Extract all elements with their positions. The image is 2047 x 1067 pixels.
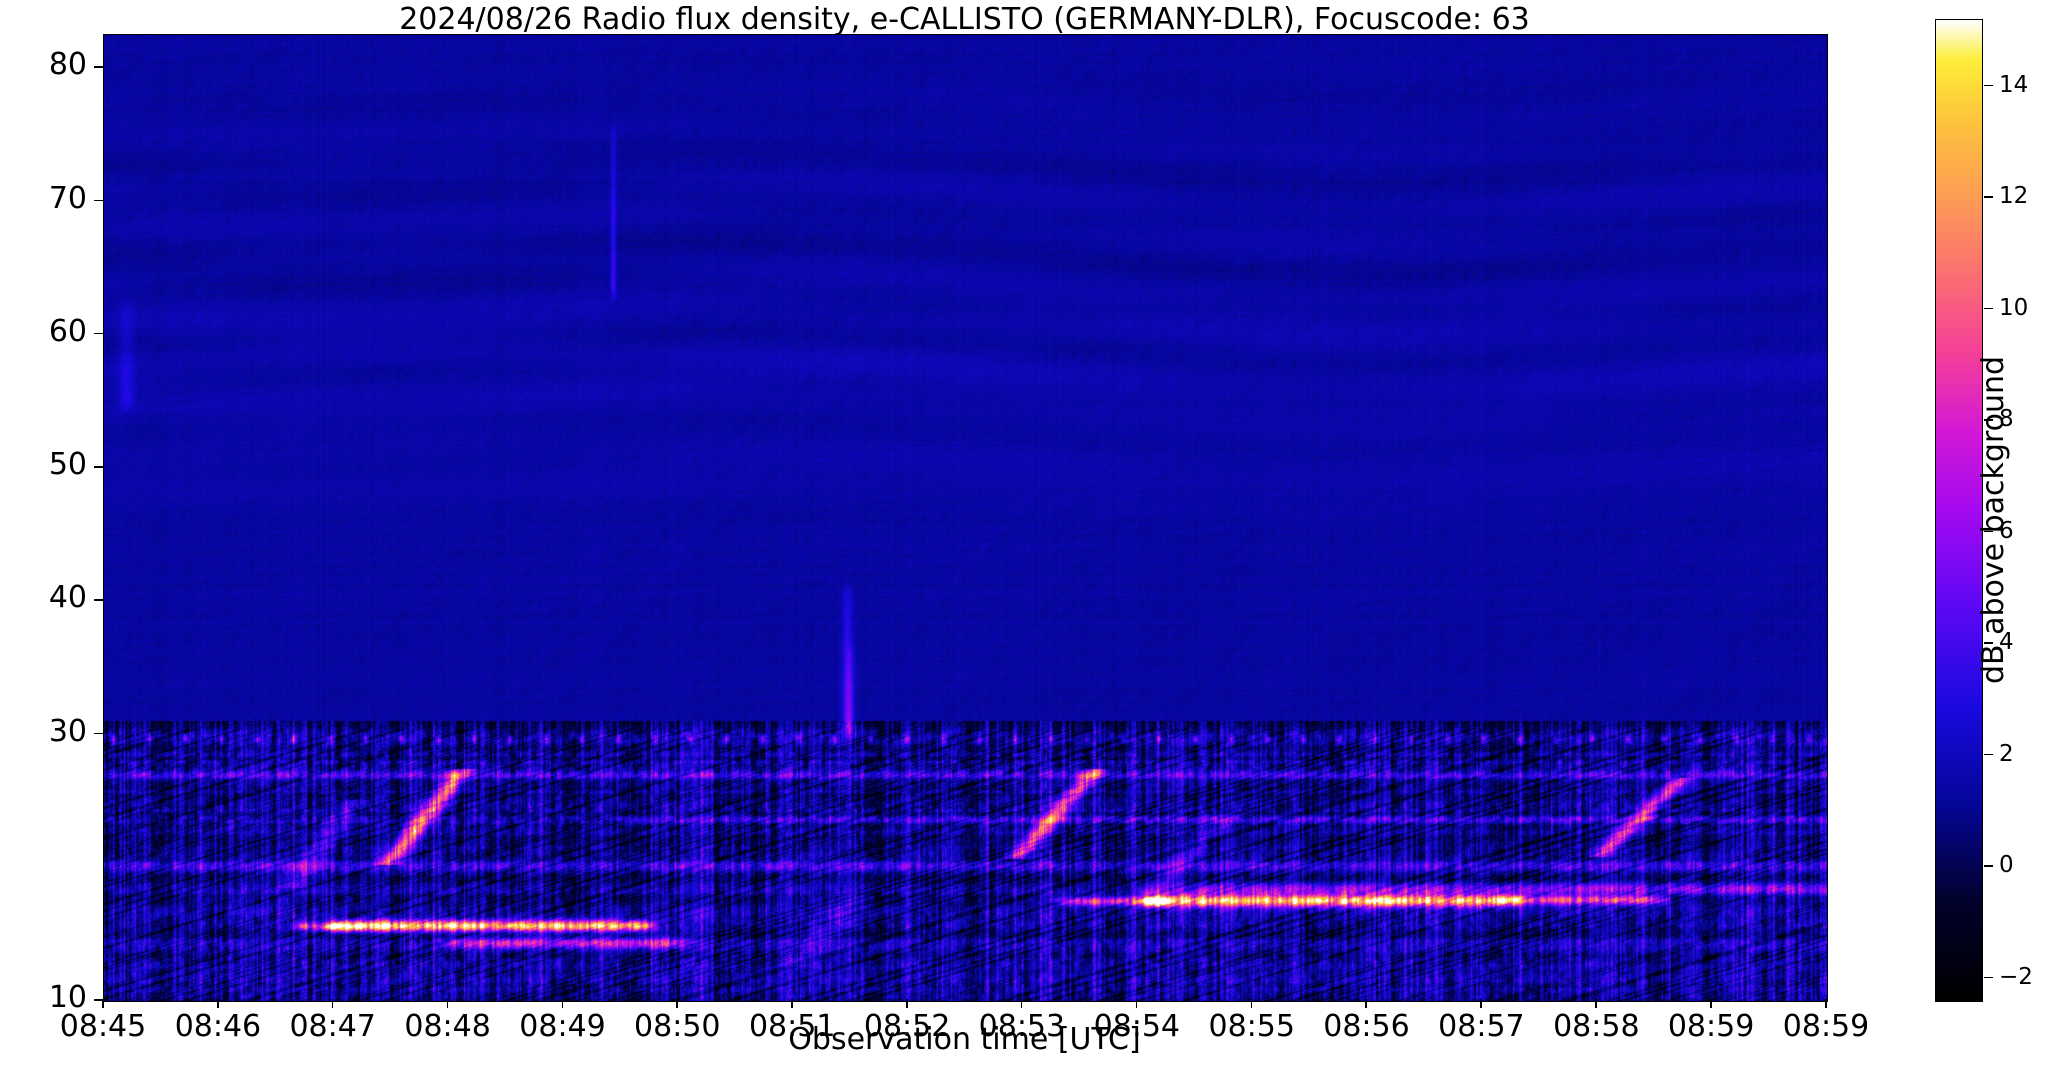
- x-tick-label: 08:59: [1667, 1009, 1755, 1044]
- colorbar-tick-mark: [1984, 642, 1993, 644]
- x-tick-mark: [791, 999, 793, 1008]
- y-tick-label: 70: [48, 180, 87, 216]
- x-tick-label: 08:56: [1323, 1009, 1410, 1044]
- x-tick-mark: [1135, 999, 1138, 1008]
- colorbar-tick-label: 12: [1999, 183, 2029, 210]
- page-title: 2024/08/26 Radio flux density, e-CALLIST…: [399, 2, 1530, 37]
- y-tick-label: 10: [48, 980, 87, 1015]
- x-tick-mark: [102, 999, 104, 1008]
- x-tick-label: 08:54: [1093, 1009, 1181, 1044]
- x-tick-label: 08:46: [174, 1009, 262, 1044]
- x-tick-mark: [446, 999, 449, 1008]
- x-tick-mark: [676, 999, 678, 1008]
- y-tick-mark: [94, 199, 103, 202]
- y-tick-mark: [94, 466, 103, 468]
- colorbar-tick-mark: [1984, 865, 1993, 867]
- colorbar-tick-mark: [1984, 84, 1993, 87]
- colorbar-tick-mark: [1984, 307, 1993, 310]
- x-tick-label: 08:57: [1438, 1009, 1525, 1044]
- x-tick-mark: [1480, 999, 1482, 1008]
- colorbar-tick-mark: [1984, 976, 1993, 979]
- y-tick-label: 40: [48, 580, 87, 616]
- y-tick-mark: [94, 732, 103, 735]
- x-tick-mark: [906, 999, 908, 1008]
- x-tick-mark: [1825, 999, 1827, 1008]
- x-tick-mark: [1710, 999, 1712, 1008]
- colorbar-tick-mark: [1984, 753, 1993, 756]
- y-tick-mark: [94, 66, 103, 68]
- colorbar-tick-label: 14: [1999, 71, 2029, 98]
- colorbar-tick-label: 8: [1999, 406, 2014, 433]
- colorbar-tick-mark: [1984, 196, 1993, 198]
- x-tick-mark: [561, 999, 564, 1008]
- colorbar-tick-mark: [1984, 419, 1993, 421]
- y-tick-mark: [94, 332, 103, 335]
- x-axis-label: Observation time [UTC]: [788, 1022, 1141, 1057]
- y-tick-label: 80: [48, 47, 87, 83]
- x-tick-label: 08:50: [634, 1009, 721, 1044]
- y-tick-label: 30: [48, 713, 87, 749]
- spectrogram-image: [104, 35, 1827, 1001]
- colorbar-tick-label: 2: [1999, 740, 2014, 767]
- x-tick-mark: [216, 999, 219, 1008]
- spectrogram-axes: [103, 34, 1828, 1002]
- x-tick-label: 08:52: [863, 1009, 951, 1044]
- x-tick-label: 08:48: [404, 1009, 491, 1044]
- x-tick-mark: [331, 999, 334, 1008]
- x-tick-label: 08:58: [1553, 1009, 1640, 1044]
- x-tick-label: 08:45: [59, 1009, 147, 1044]
- colorbar-tick-label: 10: [1999, 294, 2029, 321]
- x-tick-mark: [1595, 999, 1597, 1008]
- x-tick-mark: [1250, 999, 1253, 1008]
- colorbar-tick-label: 0: [1999, 852, 2014, 879]
- colorbar: [1935, 19, 1983, 1002]
- x-tick-label: 08:59: [1782, 1009, 1870, 1044]
- y-tick-mark: [94, 999, 103, 1001]
- y-tick-mark: [94, 599, 103, 601]
- colorbar-tick-label: 6: [1999, 517, 2014, 544]
- x-tick-label: 08:49: [519, 1009, 606, 1044]
- x-tick-mark: [1365, 999, 1368, 1008]
- x-tick-mark: [1020, 999, 1023, 1008]
- colorbar-tick-label: −2: [1999, 963, 2033, 990]
- y-tick-label: 60: [48, 313, 87, 349]
- colorbar-gradient: [1936, 20, 1982, 1001]
- x-tick-label: 08:53: [978, 1009, 1066, 1044]
- y-tick-label: 50: [48, 447, 87, 483]
- x-tick-label: 08:51: [748, 1009, 836, 1044]
- x-tick-label: 08:47: [289, 1009, 376, 1044]
- x-tick-label: 08:55: [1208, 1009, 1295, 1044]
- colorbar-tick-label: 4: [1999, 629, 2014, 656]
- colorbar-tick-mark: [1984, 530, 1993, 533]
- colorbar-label: dB above background: [1976, 355, 2011, 685]
